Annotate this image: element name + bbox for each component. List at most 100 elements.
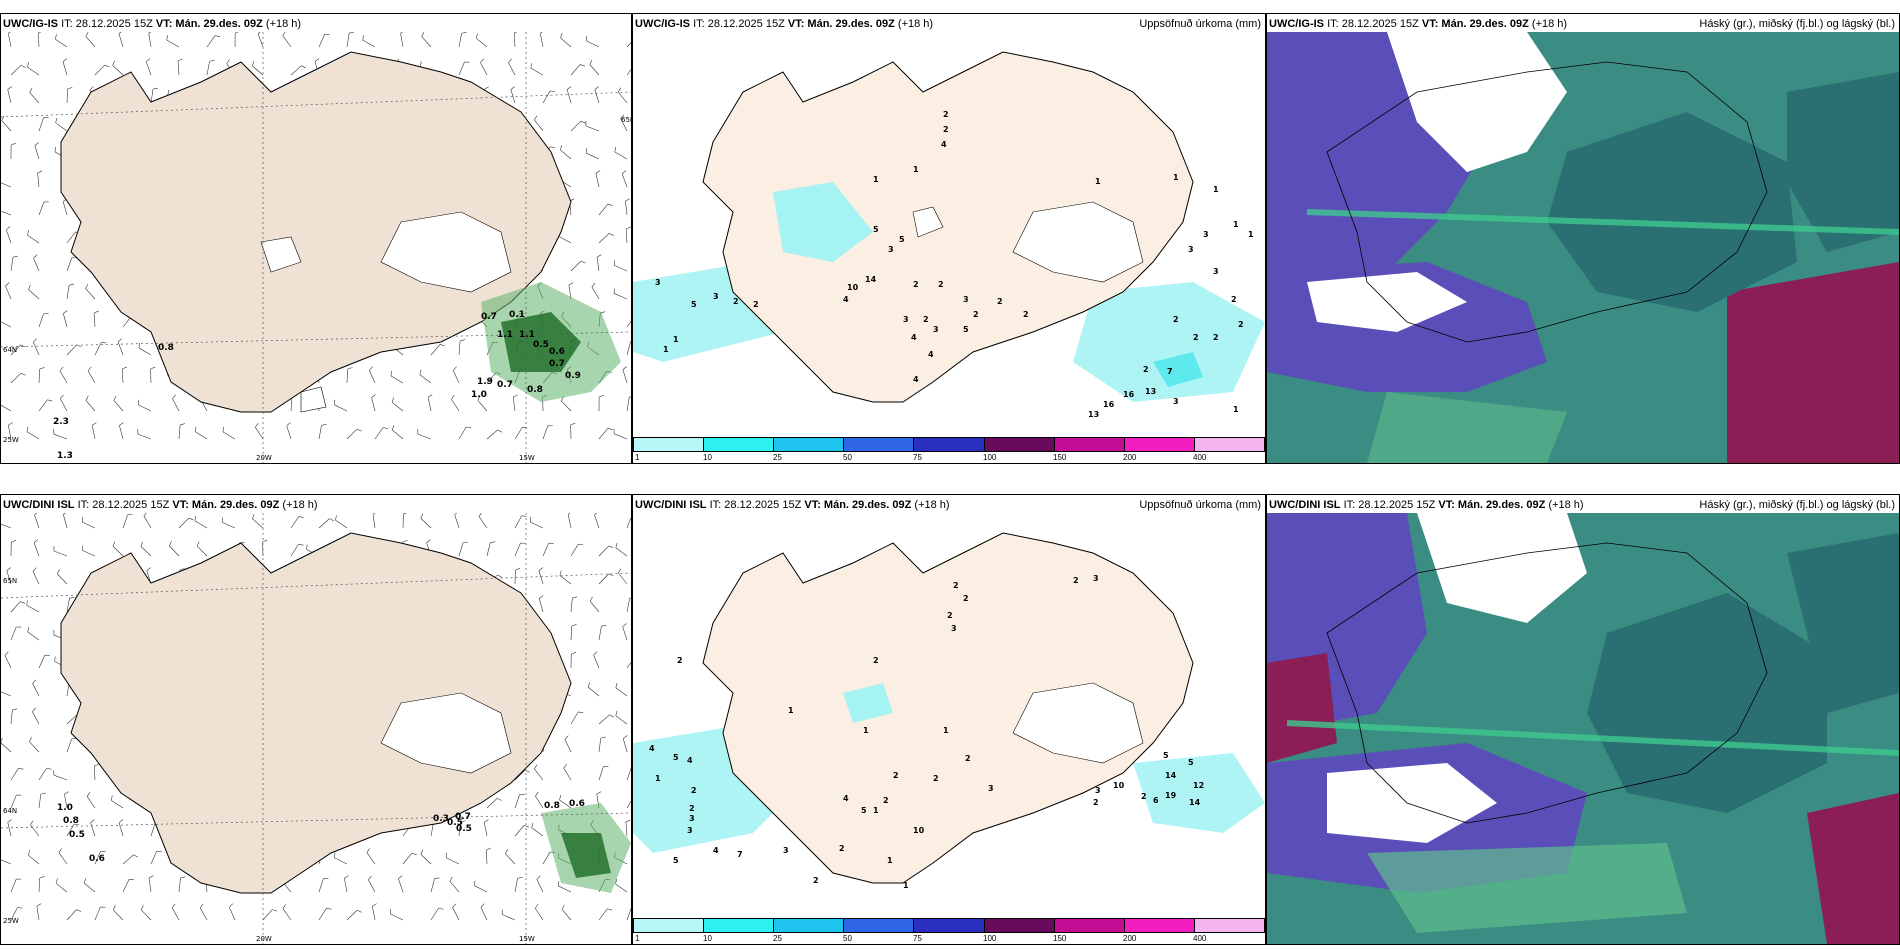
panel-cloud-dini: UWC/DINI ISL IT: 28.12.2025 15Z VT: Mán.… — [1266, 494, 1900, 945]
model-source: UWC/IG-IS — [635, 18, 690, 30]
cloud-map-svg — [1267, 513, 1899, 944]
precip-value: 4 — [687, 756, 693, 765]
precip-value: 16 — [1103, 400, 1115, 409]
wind-value: 0.7 — [455, 812, 471, 822]
wind-value: 0.1 — [509, 310, 525, 320]
legend-swatch — [1124, 438, 1195, 451]
precip-value: 5 — [673, 753, 679, 762]
legend-swatch — [914, 438, 985, 451]
cloud-map — [1267, 32, 1899, 463]
precip-value: 2 — [943, 125, 949, 134]
wind-value: 1.0 — [57, 803, 73, 813]
precip-value: 2 — [1193, 333, 1199, 342]
precip-value: 2 — [947, 611, 953, 620]
precip-value: 1 — [943, 726, 949, 735]
precip-value: 3 — [655, 278, 661, 287]
precip-value: 2 — [689, 804, 695, 813]
precip-legend: 1 10 25 50 75 100 150 200 400 — [633, 918, 1265, 944]
precip-value: 2 — [873, 656, 879, 665]
legend-tick: 400 — [1193, 934, 1207, 943]
precip-value: 1 — [913, 165, 919, 174]
precip-value: 3 — [951, 624, 957, 633]
axis-label-25w: 25W — [3, 917, 19, 925]
vt-label: VT: — [804, 499, 821, 511]
precip-value: 1 — [663, 345, 669, 354]
wind-value: 0.7 — [481, 312, 497, 322]
precip-value: 2 — [923, 315, 929, 324]
legend-swatch — [704, 438, 775, 451]
precip-value: 2 — [1213, 333, 1219, 342]
model-source: UWC/DINI ISL — [635, 499, 707, 511]
it-label: IT: 28.12.2025 15Z — [61, 18, 153, 30]
legend-swatches — [633, 437, 1265, 452]
precip-value: 2 — [1231, 295, 1237, 304]
legend-tick: 1 — [635, 453, 640, 462]
vt-label: VT: — [155, 18, 173, 30]
precip-value: 1 — [788, 706, 794, 715]
precip-value: 1 — [873, 175, 879, 184]
wind-value: 0.5 — [533, 340, 549, 350]
precip-value: 16 — [1123, 390, 1135, 399]
precip-value: 2 — [938, 280, 944, 289]
legend-swatch — [634, 919, 705, 932]
legend-swatch — [1194, 438, 1264, 451]
legend-tick: 200 — [1123, 934, 1137, 943]
axis-label-20w: 20W — [256, 454, 272, 462]
legend-tick: 75 — [913, 934, 922, 943]
precip-value: 2 — [1093, 798, 1099, 807]
precip-value: 2 — [1023, 310, 1029, 319]
axis-label-20w: 20W — [256, 935, 272, 943]
legend-swatch — [844, 438, 915, 451]
legend-tick: 150 — [1053, 934, 1067, 943]
precip-value: 2 — [913, 280, 919, 289]
it-label: IT: 28.12.2025 15Z — [693, 18, 785, 30]
wind-value: 0.7 — [497, 380, 513, 390]
wind-value: 0.5 — [447, 818, 463, 828]
wind-value: 0.8 — [544, 801, 560, 811]
precip-value: 5 — [1188, 758, 1194, 767]
precip-value: 4 — [843, 295, 849, 304]
precip-value: 7 — [737, 850, 743, 859]
panel-precip-dini: UWC/DINI ISL IT: 28.12.2025 15Z VT: Mán.… — [632, 494, 1266, 945]
wind-value: 0.7 — [549, 359, 565, 369]
precip-value: 14 — [1189, 798, 1201, 807]
vt-label: VT: — [172, 499, 189, 511]
wind-values: 0.7 0.1 1.1 1.1 0.5 0.6 0.7 1.9 0.7 0.9 … — [53, 310, 581, 461]
precip-value: 4 — [928, 350, 934, 359]
precip-value: 2 — [813, 876, 819, 885]
precip-value: 3 — [933, 325, 939, 334]
map-title: Uppsöfnuð úrkoma (mm) — [1139, 18, 1261, 30]
lead-time: (+18 h) — [282, 499, 318, 511]
lead-time: (+18 h) — [1548, 499, 1584, 511]
panel-header: UWC/IG-IS IT: 28.12.2025 15Z VT: Mán. 29… — [635, 16, 1261, 32]
legend-tick: 200 — [1123, 453, 1137, 462]
legend-tick: 10 — [703, 934, 712, 943]
precip-values: 2 2 3 4 1 1 5 3 1 5 3 14 10 2 2 4 1 2 2 … — [655, 110, 1254, 419]
precip-value: 13 — [1145, 387, 1156, 396]
it-label: IT: 28.12.2025 15Z — [709, 499, 802, 511]
precip-value: 5 — [861, 806, 867, 815]
precip-value: 2 — [1141, 792, 1147, 801]
wind-value: 1.9 — [477, 377, 493, 387]
precip-value: 3 — [1188, 245, 1194, 254]
precip-value: 2 — [1143, 365, 1149, 374]
legend-swatch — [704, 919, 775, 932]
precip-value: 1 — [1233, 220, 1239, 229]
precip-value: 1 — [1233, 405, 1239, 414]
precip-value: 2 — [733, 297, 739, 306]
wind-value: 0.8 — [63, 816, 79, 826]
axis-label-65n: 65N — [621, 116, 631, 124]
axis-label-15w: 15W — [519, 935, 535, 943]
precip-value: 5 — [873, 225, 879, 234]
panel-cloud-igis: UWC/IG-IS IT: 28.12.2025 15Z VT: Mán. 29… — [1266, 13, 1900, 464]
wind-value: 0.6 — [89, 854, 105, 864]
model-source: UWC/IG-IS — [1269, 18, 1324, 30]
vt-label: VT: — [787, 18, 805, 30]
legend-swatch — [984, 919, 1055, 932]
legend-swatch — [1124, 919, 1195, 932]
precip-value: 2 — [839, 844, 845, 853]
axis-label-64n: 64N — [3, 807, 17, 815]
legend-tick: 50 — [843, 453, 852, 462]
legend-tick: 100 — [983, 453, 997, 462]
wind-map: 65N 64N 25W 20W 15W 1.0 0.8 0.5 0.6 0.8 … — [1, 513, 631, 944]
